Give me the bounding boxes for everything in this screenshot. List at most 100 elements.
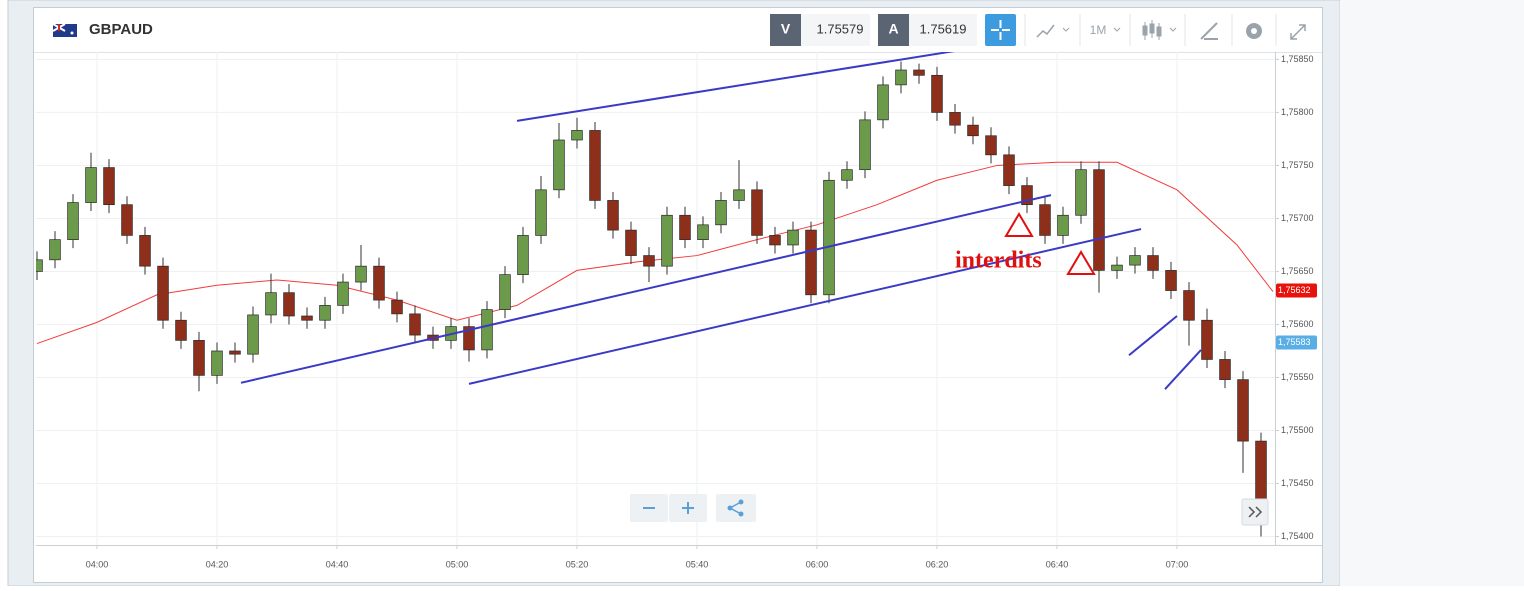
y-tick-label: 1,75700 — [1281, 213, 1314, 223]
annotation: interdits — [955, 248, 1042, 274]
candle-body — [1237, 379, 1249, 442]
y-tick-label: 1,75650 — [1281, 266, 1314, 276]
candle-body — [499, 274, 511, 310]
x-tick-label: 04:20 — [206, 559, 229, 569]
candle-body — [1165, 270, 1177, 291]
candle-body — [229, 350, 241, 355]
candle-body — [643, 255, 655, 267]
candle-body — [949, 112, 961, 126]
candle-body — [463, 326, 475, 351]
candle-body — [391, 299, 403, 315]
price-marker — [1276, 335, 1317, 350]
bid-price: 1.75579 — [817, 21, 864, 36]
candle-body — [1003, 154, 1015, 186]
candle-body — [1057, 214, 1069, 236]
flag — [52, 23, 77, 37]
axes: 1,75400 1,75450 1,75500 1,75550 1,75600 1,756… — [86, 54, 1317, 569]
candle-body — [517, 235, 529, 275]
candle-body — [607, 200, 619, 231]
y-tick-label: 1,75550 — [1281, 372, 1314, 382]
candle-body — [895, 69, 907, 86]
candle-body — [337, 281, 349, 306]
x-tick-label: 07:00 — [1166, 559, 1189, 569]
scroll-right-button[interactable] — [1241, 498, 1269, 526]
candle-body — [247, 314, 259, 355]
candle-body — [1093, 169, 1105, 271]
candle-body — [1201, 319, 1213, 360]
candle-body — [1075, 169, 1087, 216]
candle-body — [373, 265, 385, 301]
candle-body — [661, 214, 673, 267]
warning-triangle — [1066, 250, 1096, 275]
candle-body — [265, 292, 277, 316]
candle-body — [1129, 255, 1141, 266]
candle-body — [67, 202, 79, 241]
x-tick-label: 04:40 — [326, 559, 349, 569]
x-tick-label: 05:00 — [446, 559, 469, 569]
candle-body — [319, 305, 331, 321]
candle-body — [733, 189, 745, 201]
candle-body — [1021, 185, 1033, 206]
ask-price: 1.75619 — [920, 21, 967, 36]
candle-body — [805, 229, 817, 296]
candle-body — [103, 167, 115, 206]
y-tick-label: 1,75600 — [1281, 319, 1314, 329]
ask-label: A — [888, 21, 898, 37]
candle-body — [157, 265, 169, 321]
y-tick-label: 1,75500 — [1281, 425, 1314, 435]
price-marker-label: 1,75632 — [1278, 285, 1311, 295]
candle-body — [49, 239, 61, 261]
candle-body — [751, 189, 763, 236]
candle-body — [121, 204, 133, 236]
indicator-button[interactable] — [1036, 24, 1070, 38]
candle-body — [175, 319, 187, 341]
zoom-out-button[interactable] — [630, 494, 668, 522]
zoom-in-button[interactable] — [669, 494, 707, 522]
candle-body — [211, 350, 223, 376]
symbol-title: GBPAUD — [89, 21, 153, 38]
trend-line — [240, 194, 1052, 384]
x-tick-label: 06:40 — [1046, 559, 1069, 569]
crosshair-button[interactable] — [985, 14, 1016, 46]
trend-line — [1128, 315, 1178, 356]
candle-body — [967, 124, 979, 137]
bid-badge — [770, 14, 801, 46]
y-tick-label: 1,75450 — [1281, 478, 1314, 488]
trend-line — [1164, 349, 1202, 390]
ask-box[interactable] — [909, 14, 977, 46]
x-tick-label: 04:00 — [86, 559, 109, 569]
ask-badge — [878, 14, 909, 46]
settings-button[interactable] — [1246, 23, 1262, 39]
x-tick-label: 05:20 — [566, 559, 589, 569]
y-tick-label: 1,75750 — [1281, 160, 1314, 170]
share-button[interactable] — [716, 494, 756, 522]
chart-type-button[interactable] — [1142, 20, 1177, 40]
x-tick-label: 06:20 — [926, 559, 949, 569]
candle-body — [589, 130, 601, 201]
candle-body — [409, 313, 421, 336]
y-tick-label: 1,75400 — [1281, 531, 1314, 541]
bid-box[interactable] — [801, 14, 870, 46]
candle-body — [985, 135, 997, 156]
candle-body — [1147, 255, 1159, 271]
warning-triangle — [1004, 212, 1034, 237]
y-tick-label: 1,75800 — [1281, 107, 1314, 117]
trend-line — [468, 228, 1142, 385]
candle-body — [823, 179, 835, 296]
candle-body — [1219, 359, 1231, 380]
candle-body — [553, 139, 565, 191]
candle-body — [931, 74, 943, 113]
draw-button[interactable] — [1200, 22, 1218, 40]
candle-body — [36, 259, 43, 272]
candle-body — [355, 265, 367, 283]
fullscreen-button[interactable] — [1290, 24, 1306, 40]
candle-body — [1183, 290, 1195, 321]
x-tick-label: 06:00 — [806, 559, 829, 569]
plot-area — [36, 52, 1274, 537]
candle-body — [139, 235, 151, 267]
timeframe-button[interactable]: 1M — [1090, 23, 1107, 37]
candle-body — [877, 84, 889, 121]
candle-body — [193, 340, 205, 376]
candle-body — [481, 309, 493, 351]
